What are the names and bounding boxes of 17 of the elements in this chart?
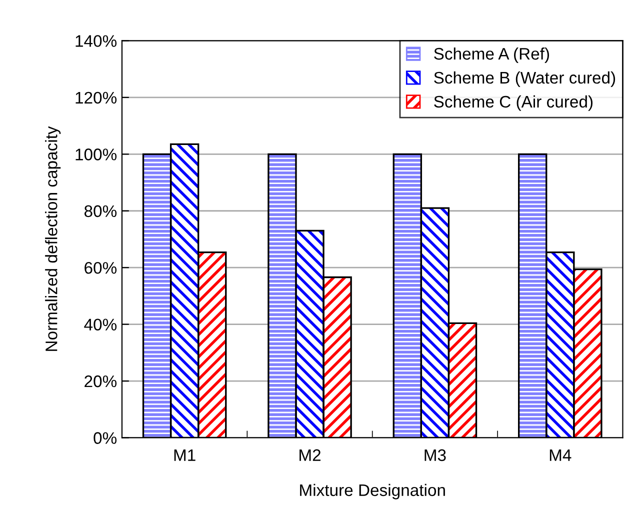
legend-label: Scheme A (Ref) <box>434 47 550 64</box>
y-tick-label: 60% <box>84 262 117 274</box>
x-tick-label: M3 <box>424 449 446 462</box>
y-tick-label: 20% <box>84 375 117 388</box>
y-axis-title: Normalized deflection capacity <box>45 126 61 351</box>
x-axis-title: Mixture Designation <box>300 484 445 500</box>
y-tick-label: 100% <box>76 148 117 160</box>
x-tick-label: M1 <box>174 449 196 461</box>
y-tick-label: 0% <box>94 432 117 444</box>
x-tick-label: M4 <box>550 449 572 461</box>
y-tick-label: 80% <box>84 205 117 218</box>
y-tick-label: 40% <box>84 318 117 331</box>
y-tick-label: 140% <box>76 35 117 47</box>
legend-label: Scheme B (Water cured) <box>434 71 616 87</box>
x-tick-label: M2 <box>300 449 321 461</box>
y-tick-label: 120% <box>76 92 117 104</box>
legend-label: Scheme C (Air cured) <box>434 95 593 111</box>
